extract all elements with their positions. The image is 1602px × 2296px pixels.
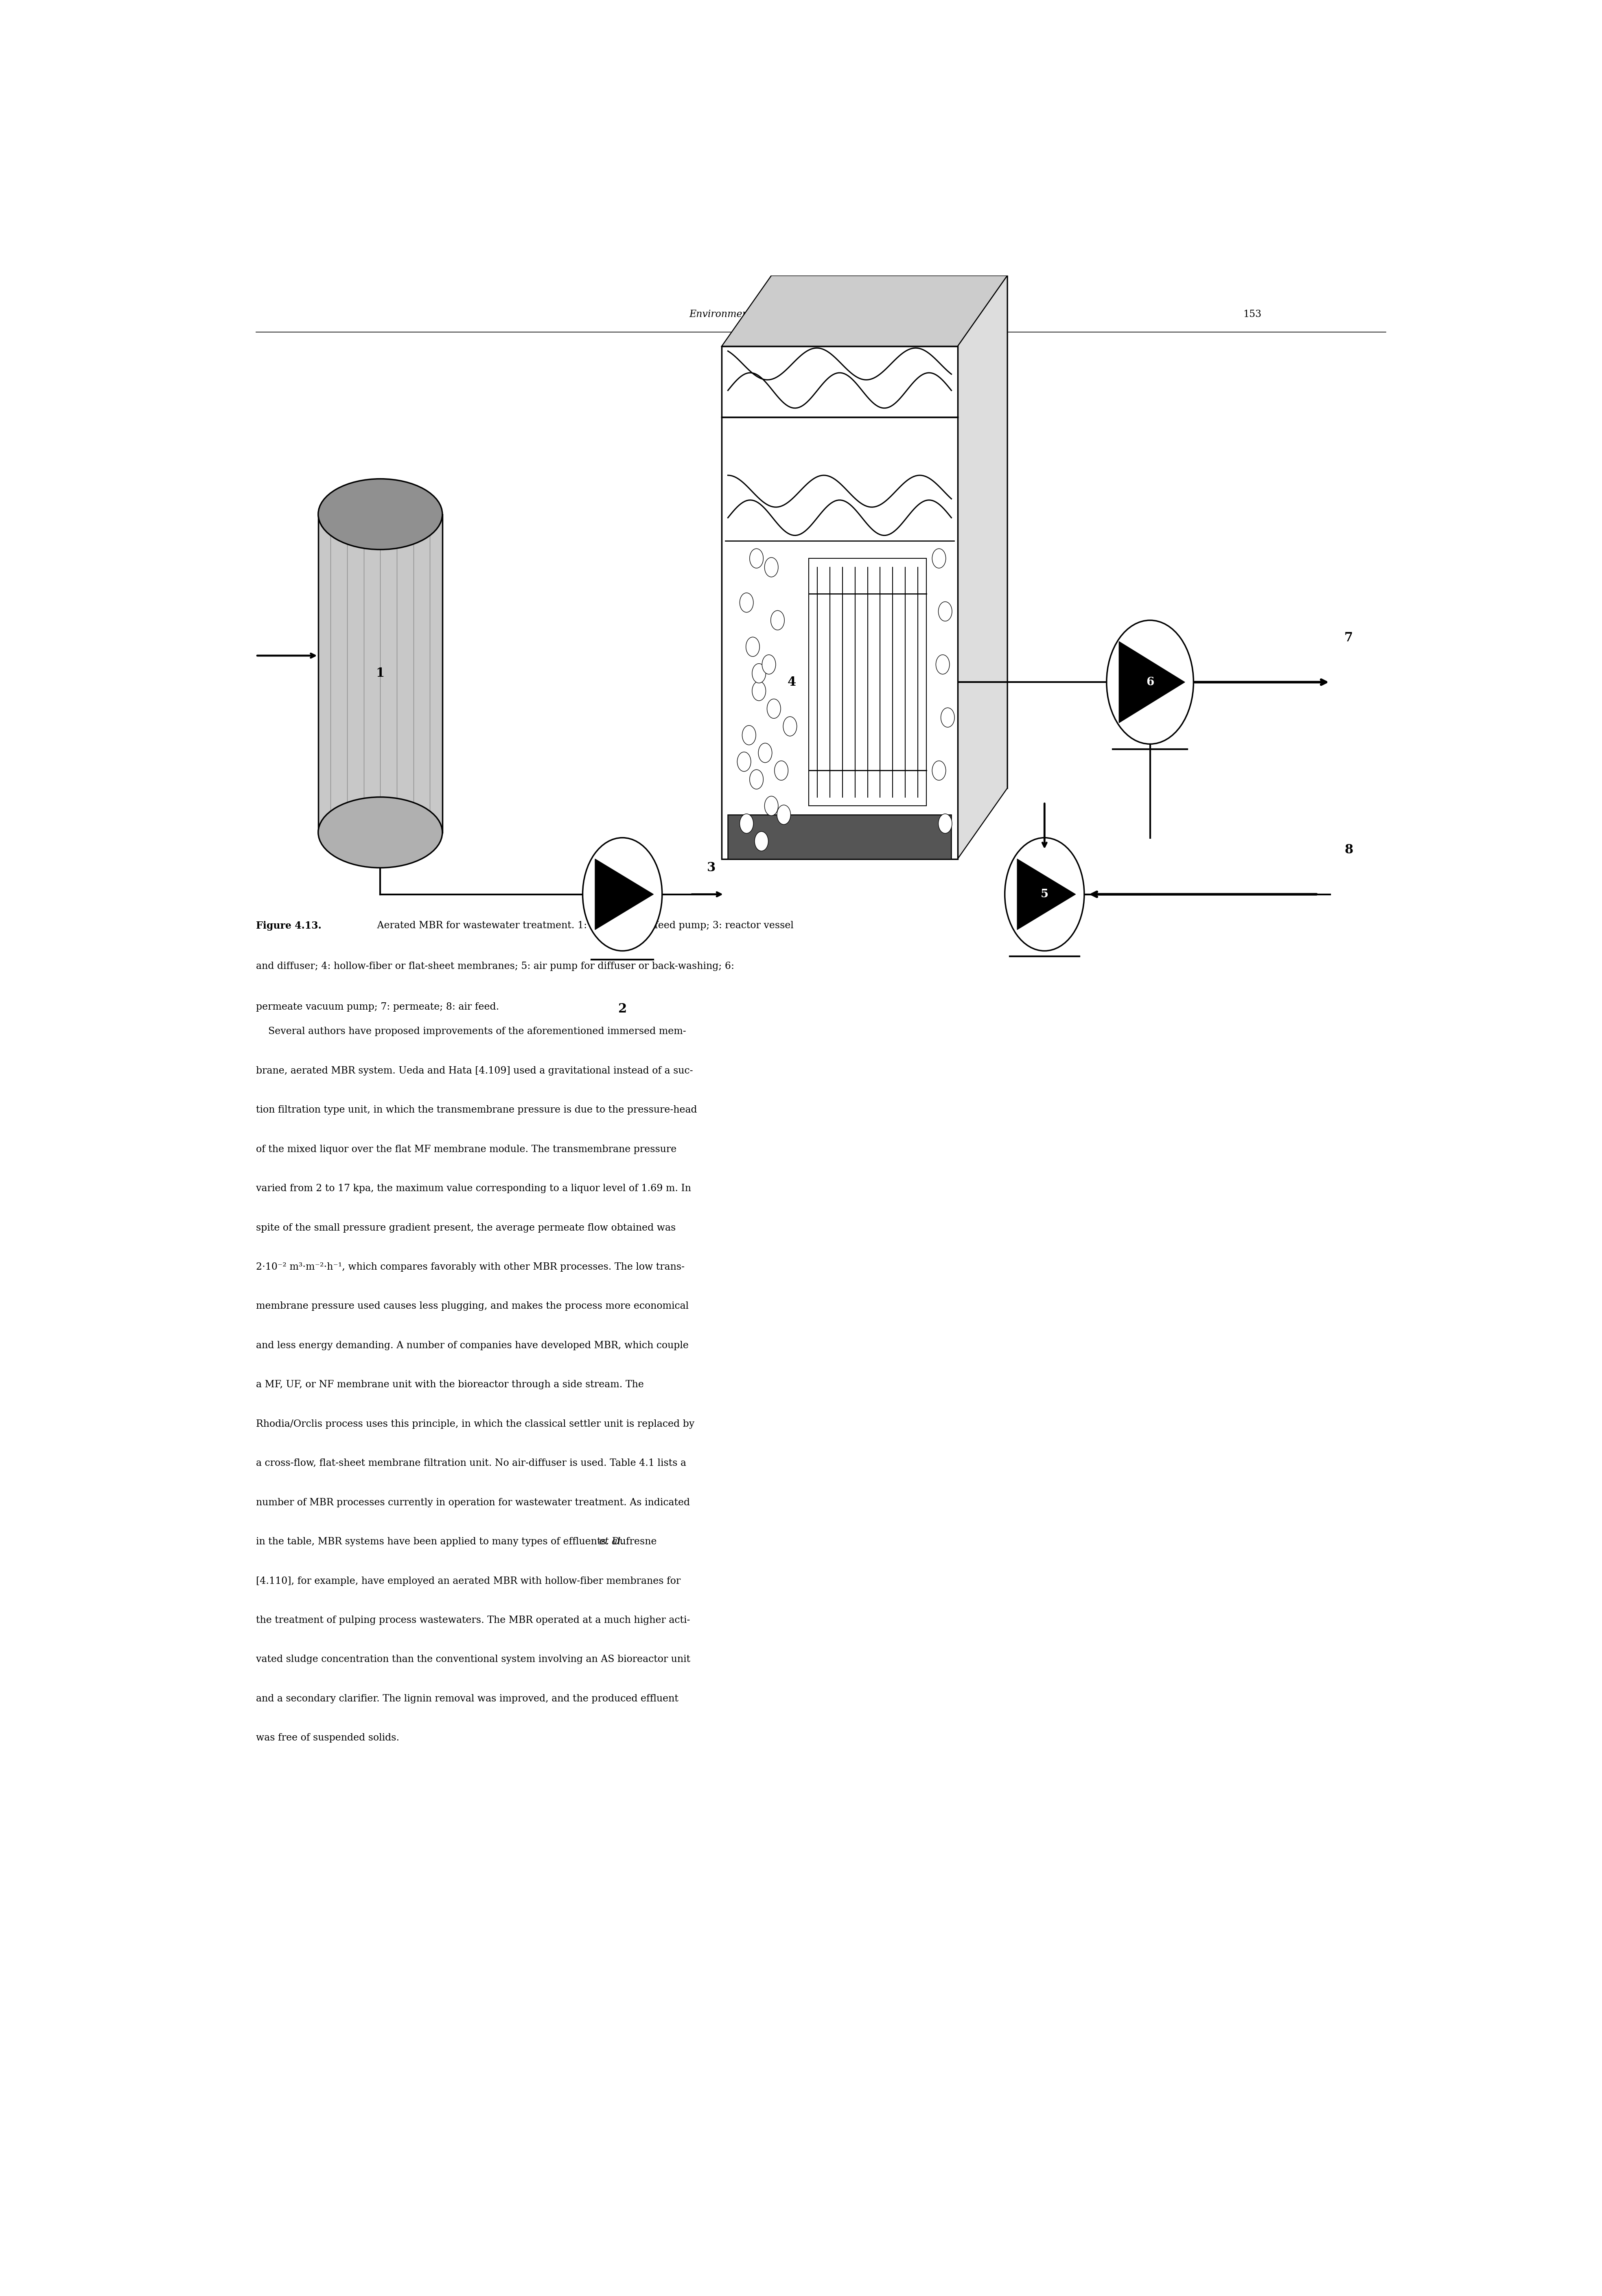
Bar (809, 558, 926, 806)
Polygon shape (1120, 641, 1185, 723)
Polygon shape (723, 276, 1008, 347)
Text: membrane pressure used causes less plugging, and makes the process more economic: membrane pressure used causes less plugg… (256, 1302, 689, 1311)
Text: and less energy demanding. A number of companies have developed MBR, which coupl: and less energy demanding. A number of c… (256, 1341, 689, 1350)
Text: brane, aerated MBR system. Ueda and Hata [4.109] used a gravitational instead of: brane, aerated MBR system. Ueda and Hata… (256, 1065, 694, 1075)
Circle shape (767, 698, 780, 719)
Circle shape (764, 558, 779, 576)
Circle shape (763, 654, 775, 675)
Bar (727, 815, 952, 859)
Circle shape (750, 549, 763, 567)
Text: 7: 7 (1344, 631, 1354, 645)
Text: Environmental Applications of Membrane Bioreactors: Environmental Applications of Membrane B… (689, 310, 953, 319)
Text: 2·10⁻² m³·m⁻²·h⁻¹, which compares favorably with other MBR processes. The low tr: 2·10⁻² m³·m⁻²·h⁻¹, which compares favora… (256, 1263, 684, 1272)
Bar (723, 347, 958, 418)
Text: et al.: et al. (599, 1536, 623, 1548)
Circle shape (939, 602, 952, 622)
Text: 6: 6 (1145, 677, 1153, 687)
Circle shape (755, 831, 769, 852)
Circle shape (750, 769, 763, 790)
Text: and a secondary clarifier. The lignin removal was improved, and the produced eff: and a secondary clarifier. The lignin re… (256, 1694, 679, 1704)
Text: 4: 4 (788, 675, 796, 689)
Circle shape (932, 760, 945, 781)
Circle shape (783, 716, 796, 737)
Text: Figure 4.13.: Figure 4.13. (256, 921, 322, 930)
Circle shape (583, 838, 662, 951)
Circle shape (774, 760, 788, 781)
Text: and diffuser; 4: hollow-fiber or flat-sheet membranes; 5: air pump for diffuser : and diffuser; 4: hollow-fiber or flat-sh… (256, 962, 734, 971)
Polygon shape (1017, 859, 1075, 930)
Text: number of MBR processes currently in operation for wastewater treatment. As indi: number of MBR processes currently in ope… (256, 1497, 690, 1506)
Text: was free of suspended solids.: was free of suspended solids. (256, 1733, 399, 1743)
Text: 8: 8 (1344, 845, 1354, 856)
Circle shape (758, 744, 772, 762)
Text: Aerated MBR for wastewater treatment. 1: feed tank; 2: feed pump; 3: reactor ves: Aerated MBR for wastewater treatment. 1:… (375, 921, 793, 930)
Text: 2: 2 (618, 1003, 626, 1015)
Circle shape (764, 797, 779, 815)
Ellipse shape (319, 480, 442, 549)
Circle shape (751, 682, 766, 700)
Circle shape (740, 813, 753, 833)
Circle shape (932, 549, 945, 567)
Text: a MF, UF, or NF membrane unit with the bioreactor through a side stream. The: a MF, UF, or NF membrane unit with the b… (256, 1380, 644, 1389)
Bar (319, 514, 442, 833)
Circle shape (940, 707, 955, 728)
Text: of the mixed liquor over the flat MF membrane module. The transmembrane pressure: of the mixed liquor over the flat MF mem… (256, 1146, 676, 1155)
Circle shape (1107, 620, 1193, 744)
Polygon shape (958, 276, 1008, 859)
Circle shape (1004, 838, 1085, 951)
Text: [4.110], for example, have employed an aerated MBR with hollow-fiber membranes f: [4.110], for example, have employed an a… (256, 1577, 681, 1587)
Text: 5: 5 (1041, 889, 1048, 900)
Polygon shape (772, 276, 1008, 788)
Text: Several authors have proposed improvements of the aforementioned immersed mem-: Several authors have proposed improvemen… (256, 1026, 686, 1035)
Text: Rhodia/Orclis process uses this principle, in which the classical settler unit i: Rhodia/Orclis process uses this principl… (256, 1419, 695, 1428)
Circle shape (751, 664, 766, 682)
Text: 1: 1 (376, 668, 384, 680)
Circle shape (742, 726, 756, 744)
Text: permeate vacuum pump; 7: permeate; 8: air feed.: permeate vacuum pump; 7: permeate; 8: ai… (256, 1001, 500, 1013)
Circle shape (737, 753, 751, 771)
Bar (723, 418, 958, 859)
Text: spite of the small pressure gradient present, the average permeate flow obtained: spite of the small pressure gradient pre… (256, 1224, 676, 1233)
Circle shape (936, 654, 950, 675)
Text: 153: 153 (1243, 310, 1261, 319)
Text: 3: 3 (706, 861, 716, 875)
Circle shape (747, 636, 759, 657)
Text: varied from 2 to 17 kpa, the maximum value corresponding to a liquor level of 1.: varied from 2 to 17 kpa, the maximum val… (256, 1185, 690, 1194)
Circle shape (771, 611, 785, 629)
Circle shape (740, 592, 753, 613)
Text: vated sludge concentration than the conventional system involving an AS bioreact: vated sludge concentration than the conv… (256, 1655, 690, 1665)
Ellipse shape (319, 797, 442, 868)
Text: tion filtration type unit, in which the transmembrane pressure is due to the pre: tion filtration type unit, in which the … (256, 1104, 697, 1116)
Circle shape (777, 806, 791, 824)
Text: in the table, MBR systems have been applied to many types of effluents. Dufresne: in the table, MBR systems have been appl… (256, 1536, 660, 1548)
Circle shape (939, 813, 952, 833)
Text: a cross-flow, flat-sheet membrane filtration unit. No air-diffuser is used. Tabl: a cross-flow, flat-sheet membrane filtra… (256, 1458, 686, 1467)
Text: the treatment of pulping process wastewaters. The MBR operated at a much higher : the treatment of pulping process wastewa… (256, 1616, 690, 1626)
Polygon shape (594, 859, 654, 930)
